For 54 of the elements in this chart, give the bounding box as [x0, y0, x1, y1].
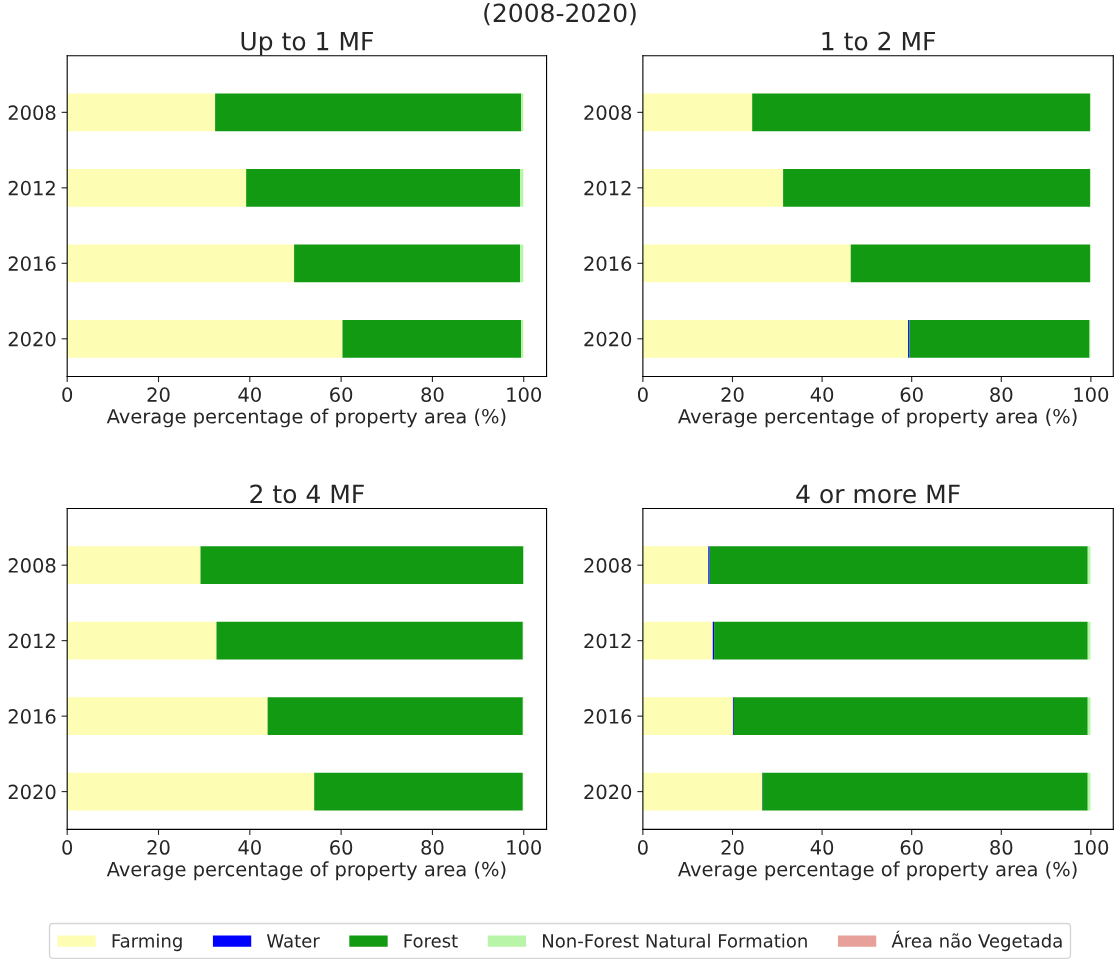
x-tick-label: 100 [507, 840, 541, 855]
x-tick-label: 40 [238, 387, 261, 402]
legend-label: Forest [404, 934, 458, 948]
y-tick-label: 2020 [584, 331, 632, 347]
legend-label: Non-Forest Natural Formation [543, 933, 807, 948]
x-axis-title: Average percentage of property area (%) [678, 408, 1077, 428]
y-tick-label: 2016 [584, 256, 632, 271]
x-axis-title: Average percentage of property area (%) [106, 861, 506, 881]
chart-title: 2 to 4 MF [250, 484, 364, 504]
x-axis-title: Average percentage of property area (%) [106, 408, 506, 428]
chart-title: 4 or more MF [796, 484, 960, 504]
x-tick-label: 80 [421, 840, 444, 855]
legend-label: Área não Vegetada [891, 930, 1062, 952]
x-tick-label: 40 [810, 840, 834, 855]
x-tick-label: 100 [1074, 840, 1109, 855]
y-tick-label: 2012 [8, 180, 55, 196]
x-tick-label: 0 [62, 840, 73, 855]
x-tick-label: 60 [330, 387, 353, 402]
x-tick-label: 80 [990, 840, 1013, 855]
x-tick-label: 20 [721, 840, 744, 855]
x-tick-label: 80 [990, 387, 1013, 402]
y-tick-label: 2016 [584, 709, 632, 724]
x-tick-label: 60 [900, 840, 923, 855]
x-tick-label: 0 [637, 840, 648, 855]
y-tick-label: 2008 [584, 105, 632, 121]
x-axis-title: Average percentage of property area (%) [678, 861, 1077, 881]
x-tick-label: 0 [62, 387, 73, 402]
y-tick-label: 2008 [584, 558, 632, 573]
legend-label: Water [266, 934, 320, 948]
y-tick-label: 2008 [8, 105, 56, 121]
y-tick-label: 2016 [8, 256, 56, 271]
chart-title: 1 to 2 MF [822, 31, 935, 51]
y-tick-label: 2020 [8, 784, 56, 800]
x-tick-label: 20 [147, 387, 170, 402]
y-tick-label: 2012 [8, 633, 55, 649]
y-tick-label: 2012 [584, 633, 631, 649]
chart-title: Up to 1 MF [241, 31, 373, 56]
legend-label: Farming [112, 933, 182, 952]
x-tick-label: 20 [721, 387, 744, 402]
x-tick-label: 0 [637, 387, 648, 402]
y-tick-label: 2016 [8, 709, 56, 724]
y-tick-label: 2020 [584, 784, 632, 800]
x-tick-label: 100 [1074, 387, 1109, 402]
x-tick-label: 60 [900, 387, 923, 402]
y-tick-label: 2012 [584, 180, 631, 196]
x-tick-label: 40 [238, 840, 261, 855]
x-tick-label: 80 [421, 387, 444, 402]
y-tick-label: 2008 [8, 558, 56, 573]
x-tick-label: 20 [147, 840, 170, 855]
x-tick-label: 60 [330, 840, 353, 855]
text: (2008-2020) [484, 2, 636, 26]
y-tick-label: 2020 [8, 331, 56, 347]
x-tick-label: 100 [507, 387, 541, 402]
x-tick-label: 40 [810, 387, 834, 402]
